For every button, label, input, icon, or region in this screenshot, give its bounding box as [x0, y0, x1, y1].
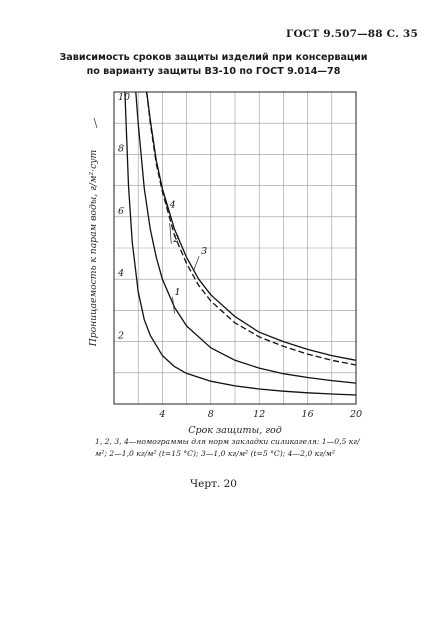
y-axis-label: Проницаемость к парам воды, г/м²·сут: [88, 149, 99, 347]
y-tick-label: 4: [117, 268, 124, 279]
x-tick-label: 8: [208, 409, 214, 420]
x-tick-label: 4: [158, 409, 165, 420]
y-tick-label: 10: [118, 92, 130, 103]
margin-mark: [93, 117, 98, 129]
series-line-4: [135, 91, 357, 384]
page-header: ГОСТ 9.507—88 С. 35: [286, 28, 418, 40]
plot-frame: [113, 91, 357, 405]
series-label: 2: [172, 234, 179, 245]
series-line-1: [124, 91, 357, 396]
series-label-leader: [169, 223, 172, 244]
series-label: 3: [201, 246, 207, 257]
series-label-leader: [162, 188, 168, 210]
series-label-leader: [172, 296, 175, 314]
x-tick-label: 12: [253, 409, 265, 420]
y-tick-label: 2: [117, 331, 124, 342]
chart-title-line-2: по варианту защиты ВЗ-10 по ГОСТ 9.014—7…: [86, 66, 341, 77]
x-tick-label: 16: [302, 409, 314, 420]
x-axis-label: Срок защиты, год: [188, 425, 282, 436]
y-tick-label: 6: [118, 206, 124, 217]
series-label: 4: [169, 199, 176, 210]
series-line-2: [146, 91, 357, 366]
x-tick-label: 20: [349, 409, 362, 420]
y-tick-label: 8: [118, 143, 124, 154]
series-label: 1: [175, 287, 181, 298]
series-line-3: [146, 91, 357, 361]
chart-legend-note: 1, 2, 3, 4—номограммы для норм закладки …: [95, 437, 360, 458]
series-label-leader: [193, 256, 200, 270]
chart-title-line-1: Зависимость сроков защиты изделий при ко…: [59, 52, 368, 63]
figure-caption: Черт. 20: [190, 478, 237, 490]
